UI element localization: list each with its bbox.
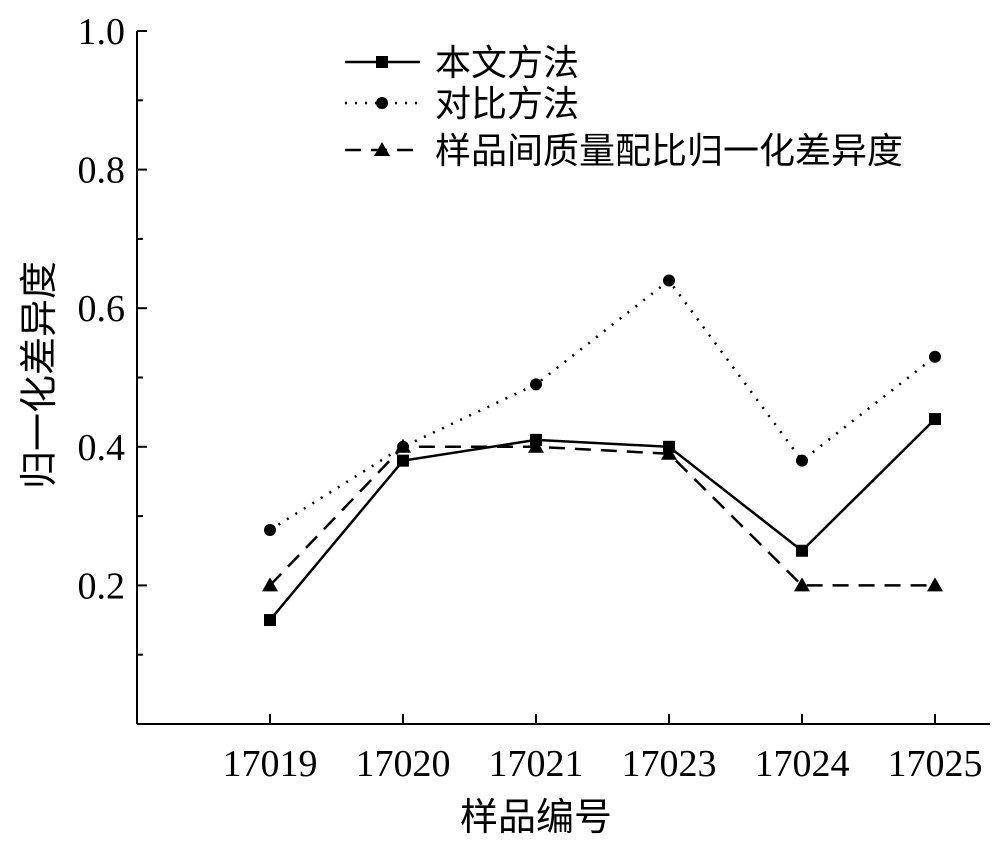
x-axis-label: 样品编号 — [460, 797, 612, 839]
series-square — [264, 413, 941, 627]
x-tick-label: 17025 — [888, 743, 983, 785]
x-tick-label: 17020 — [356, 743, 451, 785]
data-point — [528, 438, 544, 453]
data-point — [929, 413, 941, 426]
data-point — [264, 614, 276, 627]
series-line — [269, 418, 936, 621]
x-tick-label: 17024 — [755, 743, 850, 785]
y-axis-label: 归一化差异度 — [19, 261, 61, 489]
data-point — [663, 274, 675, 287]
legend-marker — [374, 142, 390, 156]
data-point — [929, 350, 941, 363]
series-line — [269, 278, 936, 532]
data-point — [262, 577, 278, 592]
legend-label: 对比方法 — [435, 84, 579, 124]
series-circle — [264, 274, 941, 536]
x-tick-label: 17021 — [489, 743, 584, 785]
series-line — [269, 445, 935, 587]
y-tick-label: 1.0 — [78, 11, 126, 53]
data-point — [796, 454, 808, 467]
y-tick-label: 0.4 — [78, 427, 126, 469]
data-point — [794, 577, 810, 592]
data-point — [397, 454, 409, 467]
series — [262, 274, 943, 627]
legend-marker — [376, 97, 388, 109]
ticks: 0.2 0.4 0.6 0.8 1.0 17019 17020 17021 17023 17024… — [78, 11, 983, 785]
data-point — [796, 544, 808, 557]
legend-marker — [376, 56, 388, 68]
x-tick-label: 17023 — [622, 743, 717, 785]
y-tick-label: 0.2 — [78, 565, 126, 607]
x-tick-label: 17019 — [223, 743, 318, 785]
y-tick-label: 0.6 — [78, 288, 126, 330]
data-point — [395, 438, 411, 453]
data-point — [661, 445, 677, 460]
legend-label: 本文方法 — [435, 43, 579, 83]
data-point — [927, 577, 943, 592]
data-point — [264, 523, 276, 536]
y-tick-label: 0.8 — [78, 150, 126, 192]
legend-label: 样品间质量配比归一化差异度 — [435, 131, 903, 171]
series-triangle — [262, 438, 943, 592]
data-point — [530, 378, 542, 391]
